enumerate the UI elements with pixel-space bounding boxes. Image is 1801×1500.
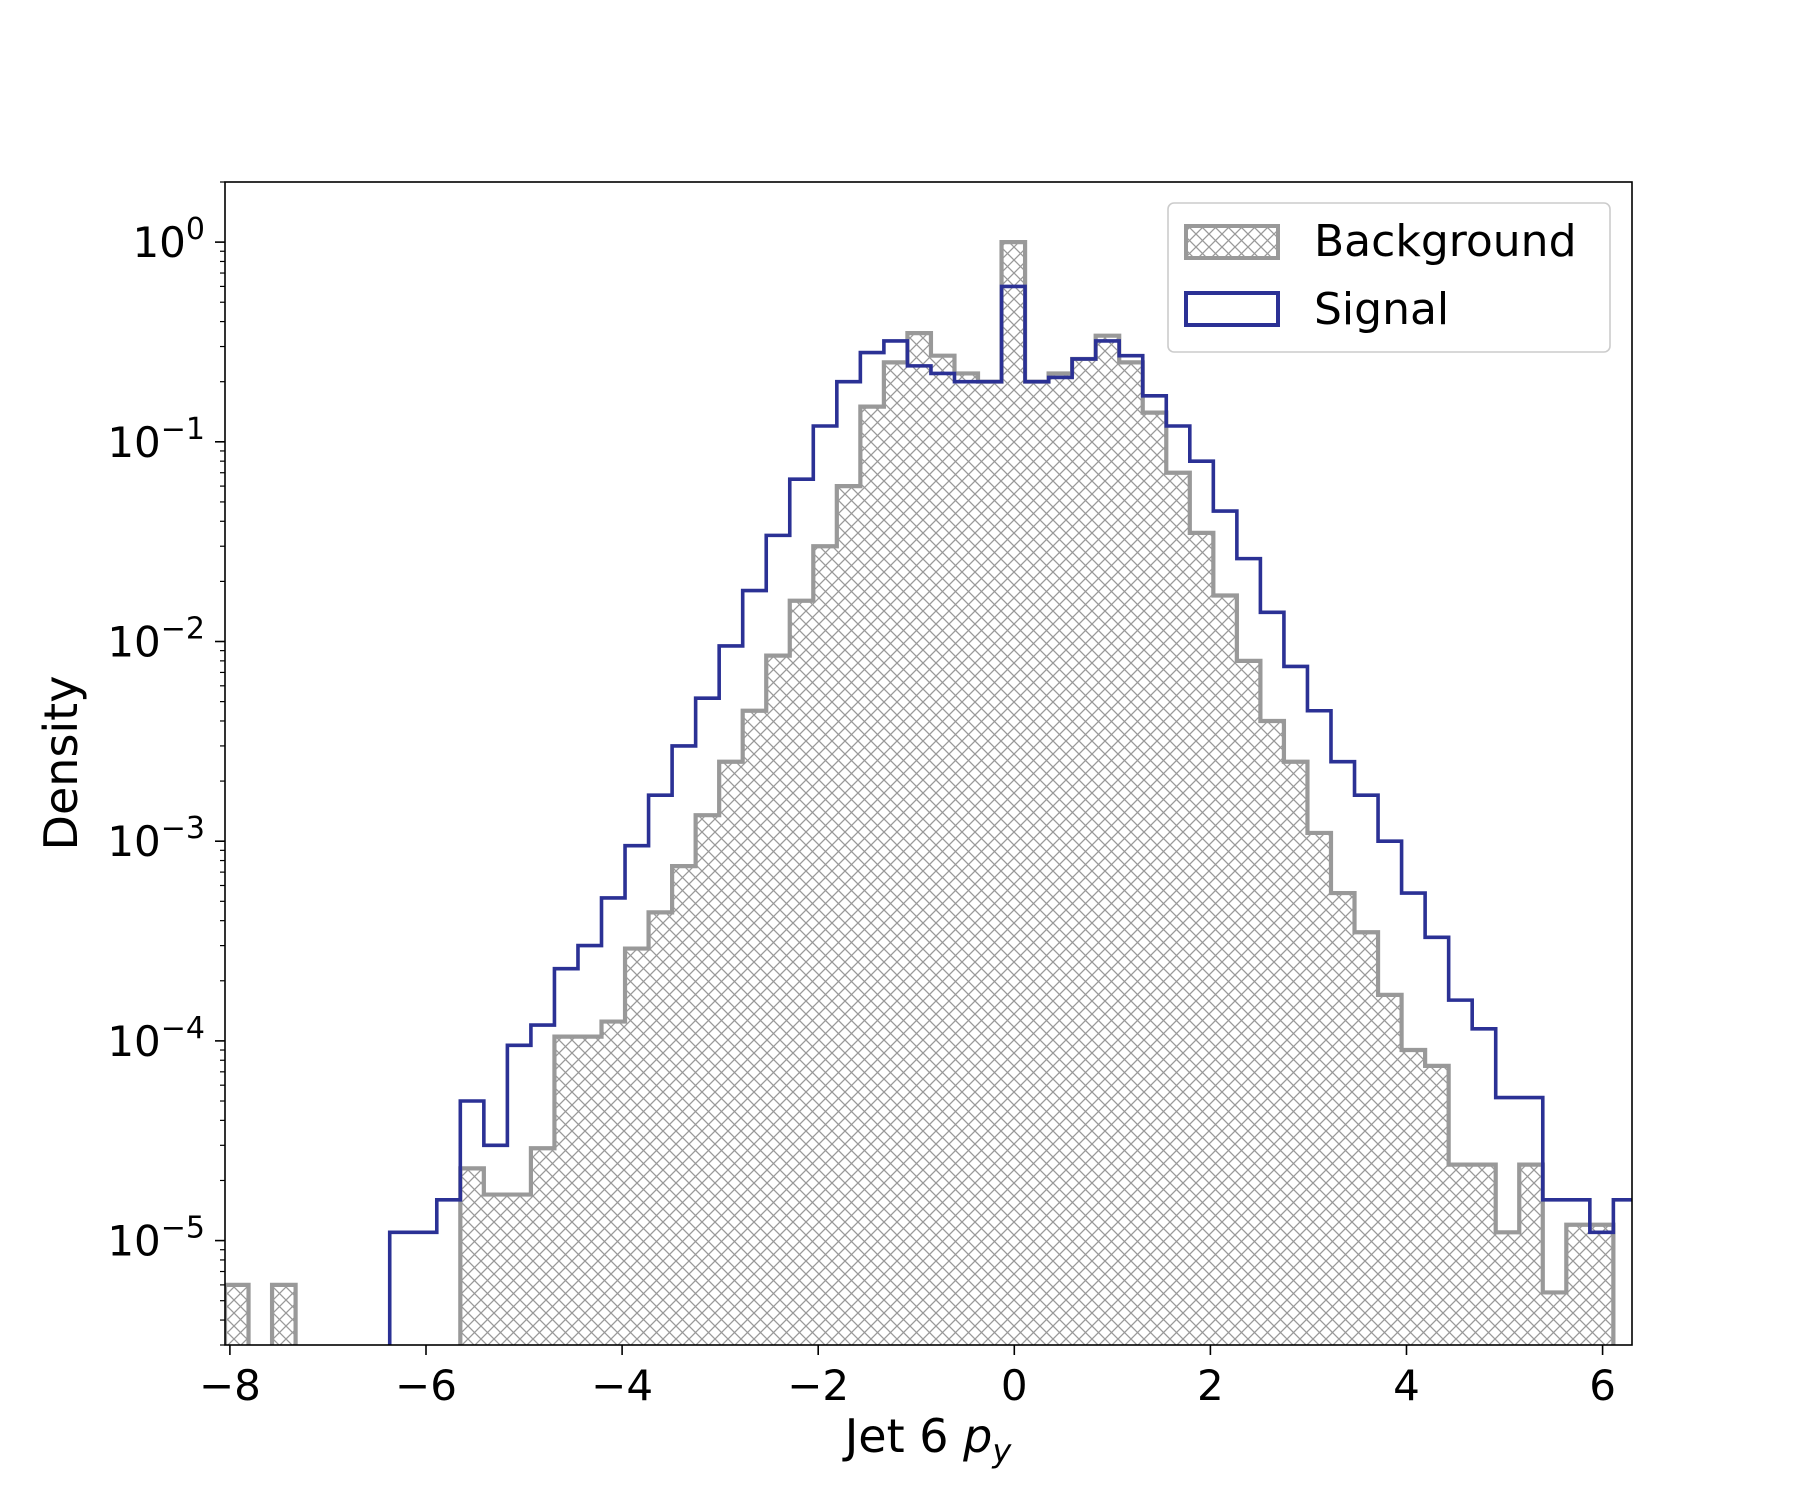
background-bar: [695, 815, 720, 1345]
background-bar: [1542, 1292, 1567, 1345]
background-bar: [719, 761, 743, 1345]
background-bar: [742, 710, 767, 1345]
background-bar: [766, 655, 791, 1345]
background-bar: [530, 1148, 555, 1345]
x-tick-label: 0: [1001, 1361, 1028, 1410]
background-series: [225, 240, 1616, 1345]
background-bar: [460, 1168, 485, 1345]
background-bar: [272, 1284, 296, 1345]
plot-area: [225, 240, 1632, 1345]
y-tick-label: 10−5: [107, 1211, 205, 1266]
background-bar: [836, 486, 861, 1345]
background-bar: [483, 1194, 508, 1345]
x-tick-label: −2: [787, 1361, 849, 1410]
background-bar: [1401, 1050, 1426, 1345]
background-bar: [1260, 720, 1285, 1345]
background-bar: [1589, 1224, 1614, 1345]
y-tick-label: 10−3: [107, 811, 205, 866]
legend-label-signal: Signal: [1314, 284, 1449, 335]
background-bar: [1189, 532, 1214, 1345]
plot-frame: [224, 181, 1633, 1346]
x-tick-label: −8: [199, 1361, 261, 1410]
background-bar: [1095, 335, 1120, 1345]
background-bar: [860, 406, 885, 1345]
background-bar: [1213, 595, 1238, 1345]
background-bar: [1283, 761, 1308, 1345]
background-bar: [577, 1036, 602, 1345]
legend-label-background: Background: [1314, 216, 1577, 267]
signal-outline: [387, 284, 1632, 1345]
y-axis: 100 10−1 10−2 10−3 10−4 10−5: [107, 181, 225, 1346]
x-tick-label: −4: [591, 1361, 653, 1410]
background-bar: [1519, 1164, 1544, 1345]
x-axis-label: Jet 6 py: [842, 1409, 1013, 1470]
background-bar: [1307, 832, 1332, 1345]
background-bar: [907, 333, 932, 1345]
background-bar: [1330, 893, 1355, 1345]
background-bar: [1472, 1164, 1497, 1345]
x-tick-label: 2: [1197, 1361, 1224, 1410]
background-bar: [648, 912, 673, 1345]
background-bar: [978, 381, 1002, 1345]
background-bar: [1448, 1164, 1473, 1345]
background-bar: [1495, 1232, 1520, 1345]
background-bar: [1566, 1224, 1591, 1345]
background-bar: [507, 1194, 532, 1345]
background-bar: [601, 1021, 626, 1345]
background-bar: [672, 866, 696, 1345]
y-tick-label: 10−4: [107, 1011, 205, 1066]
background-bar: [1166, 472, 1191, 1345]
legend: Background Signal: [1167, 202, 1611, 353]
background-bar: [954, 373, 979, 1345]
background-bar: [225, 1284, 249, 1345]
background-bar: [930, 355, 955, 1345]
legend-swatch-signal: [1184, 291, 1280, 327]
x-tick-label: 4: [1393, 1361, 1420, 1410]
x-axis-label-subscript: y: [991, 1432, 1012, 1470]
background-bar: [554, 1036, 579, 1345]
background-bar: [1236, 660, 1261, 1345]
background-bar: [813, 546, 838, 1345]
y-tick-label: 10−1: [107, 412, 205, 467]
background-bar: [789, 600, 814, 1345]
background-bar: [1001, 242, 1026, 1345]
background-bar: [1025, 381, 1049, 1345]
x-axis-label-variable: p: [962, 1409, 992, 1463]
background-bar: [625, 948, 649, 1345]
background-bar: [1425, 1065, 1449, 1345]
x-axis-label-prefix: Jet 6: [842, 1409, 963, 1463]
background-bar: [1072, 358, 1096, 1345]
background-bar: [1142, 412, 1167, 1345]
y-tick-label: 10−2: [107, 612, 205, 667]
background-bar: [883, 362, 908, 1345]
background-bar: [1048, 373, 1073, 1345]
legend-swatch-background: [1184, 224, 1280, 260]
x-tick-label: 6: [1589, 1361, 1616, 1410]
background-bar: [1354, 932, 1379, 1345]
background-bar: [1378, 994, 1402, 1345]
y-tick-label: 100: [132, 212, 205, 267]
background-bar: [1119, 362, 1144, 1345]
x-axis: −8 −6 −4 −2 0 2 4 6: [199, 1345, 1616, 1410]
y-axis-label: Density: [34, 676, 88, 851]
x-tick-label: −6: [395, 1361, 457, 1410]
